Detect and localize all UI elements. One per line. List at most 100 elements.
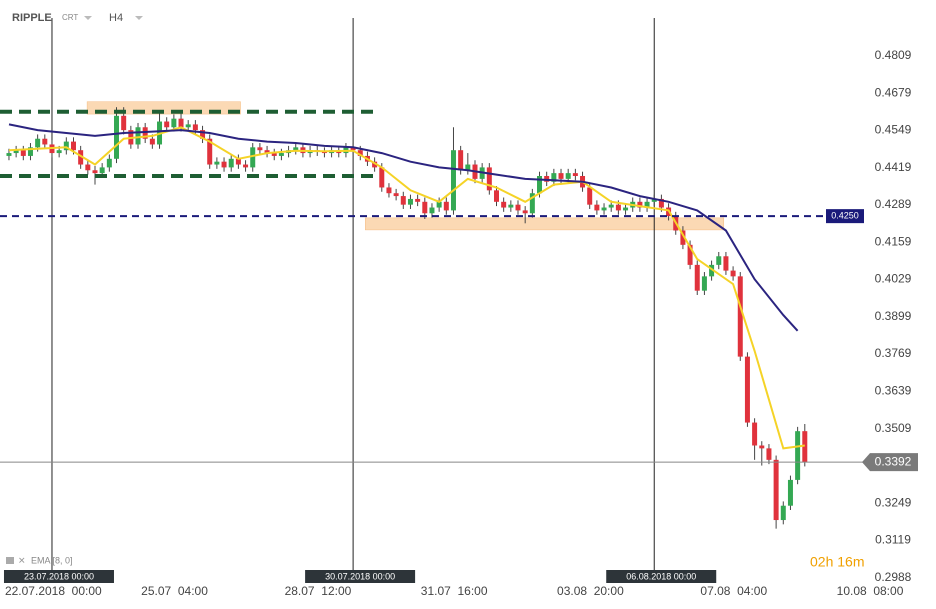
candle-body	[243, 164, 249, 168]
candle-body	[278, 153, 284, 156]
candle-body	[522, 210, 528, 214]
candle-body	[207, 138, 213, 165]
candle-body	[350, 147, 356, 151]
candle-body	[192, 124, 198, 131]
x-tick-label: 07.08 04:00	[700, 584, 767, 598]
candle-body	[185, 124, 191, 128]
last-price-box	[862, 453, 918, 472]
dropdown-icon[interactable]	[84, 16, 92, 20]
candle-body	[587, 187, 593, 205]
candle-body	[493, 190, 499, 202]
candle-body	[228, 158, 234, 168]
y-tick-label: 0.2988	[875, 570, 912, 584]
x-tick-label: 22.07.2018 00:00	[5, 584, 102, 598]
date-box-label: 30.07.2018 00:00	[325, 571, 395, 581]
candle-body	[27, 147, 33, 156]
candle-body	[752, 422, 758, 446]
candle-body	[565, 173, 571, 179]
candle-body	[465, 164, 471, 171]
y-tick-label: 0.4419	[875, 160, 912, 174]
indicator-icon	[6, 557, 14, 564]
ema-line	[8, 126, 805, 450]
candle-body	[250, 147, 256, 168]
candle-body	[422, 201, 428, 214]
source[interactable]: CRT	[62, 13, 78, 22]
candle-body	[257, 147, 263, 151]
y-tick-label: 0.3899	[875, 309, 912, 323]
candle-body	[56, 150, 62, 154]
candle-body	[357, 150, 363, 156]
candle-body	[759, 445, 765, 449]
candle-body	[443, 201, 449, 211]
candle-body	[637, 201, 643, 208]
candle-body	[594, 204, 600, 211]
candle-body	[608, 204, 614, 208]
candle-body	[6, 153, 12, 156]
date-box-label: 23.07.2018 00:00	[24, 571, 94, 581]
x-tick-label: 28.07 12:00	[285, 584, 352, 598]
candle-body	[486, 167, 492, 191]
candle-body	[436, 201, 442, 208]
candle-body	[35, 138, 41, 148]
dropdown-icon[interactable]	[135, 16, 143, 20]
candle-body	[737, 276, 743, 357]
candle-body	[372, 161, 378, 168]
candle-body	[393, 193, 399, 197]
candle-body	[379, 167, 385, 188]
x-tick-label: 10.08 08:00	[837, 584, 904, 598]
x-tick-label: 31.07 16:00	[421, 584, 488, 598]
candle-body	[515, 204, 521, 211]
zone	[365, 217, 725, 231]
candle-body	[680, 230, 686, 245]
candle-body	[716, 256, 722, 265]
candle-body	[544, 176, 550, 182]
plot-area: 23.07.2018 00:00 30.07.2018 00:00 06.08.20…	[0, 18, 862, 583]
y-tick-label: 0.4029	[875, 272, 912, 286]
candle-body	[85, 164, 91, 171]
indicator-x[interactable]: ✕	[18, 555, 26, 565]
candle-body	[529, 193, 535, 214]
y-tick-label: 0.4679	[875, 85, 912, 99]
last-price-label: 0.3392	[875, 454, 912, 468]
candle-body	[766, 448, 772, 460]
candle-body	[458, 150, 464, 171]
candle-body	[644, 201, 650, 208]
candle-body	[429, 207, 435, 214]
x-tick-label: 25.07 04:00	[141, 584, 208, 598]
candle-body	[42, 138, 48, 145]
candle-body	[235, 158, 241, 165]
candle-body	[293, 147, 299, 151]
y-tick-label: 0.4289	[875, 197, 912, 211]
candle-body	[709, 264, 715, 277]
y-tick-label: 0.3509	[875, 421, 912, 435]
ema-line	[8, 123, 799, 332]
candle-body	[264, 150, 270, 154]
candle-body	[214, 161, 220, 165]
candle-body	[701, 276, 707, 291]
timeframe[interactable]: H4	[109, 12, 123, 24]
candle-body	[744, 356, 750, 423]
candle-body	[142, 127, 148, 139]
candle-body	[551, 173, 557, 182]
candle-body	[415, 198, 421, 202]
candle-body	[271, 153, 277, 156]
candle-body	[386, 187, 392, 194]
candle-body	[572, 173, 578, 177]
candle-body	[200, 130, 206, 139]
candle-body	[687, 244, 693, 265]
candle-body	[795, 431, 801, 480]
y-tick-label: 0.3769	[875, 346, 912, 360]
candle-body	[730, 270, 736, 277]
y-tick-label: 0.4159	[875, 234, 912, 248]
candle-body	[723, 256, 729, 271]
level-label: 0.4250	[831, 211, 859, 221]
candle-body	[99, 167, 105, 174]
candle-body	[780, 505, 786, 521]
y-tick-label: 0.3249	[875, 495, 912, 509]
candle-body	[658, 198, 664, 208]
y-tick-label: 0.3639	[875, 383, 912, 397]
y-tick-label: 0.4549	[875, 123, 912, 137]
candle-body	[114, 115, 120, 159]
